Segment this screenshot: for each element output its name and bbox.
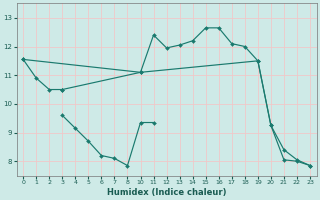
X-axis label: Humidex (Indice chaleur): Humidex (Indice chaleur) [107,188,226,197]
